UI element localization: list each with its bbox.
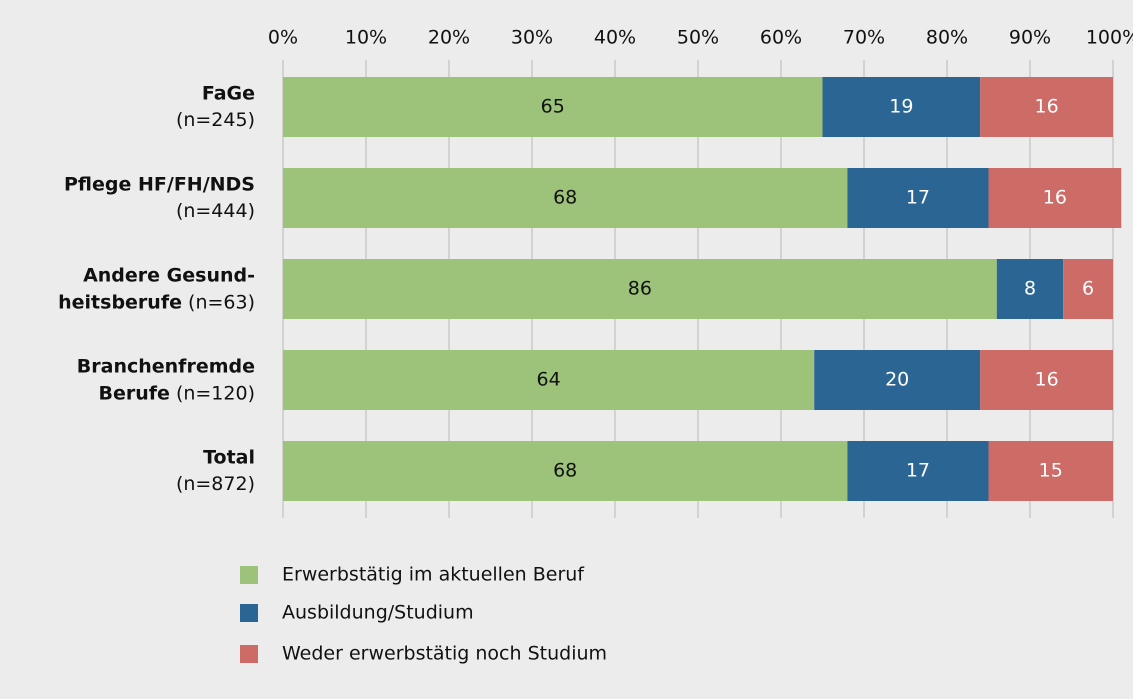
x-tick-label: 90% [1009, 27, 1051, 49]
category-n: (n=245) [176, 109, 255, 131]
data-label: 19 [889, 96, 913, 118]
legend-swatch [240, 645, 258, 663]
bar-segment [988, 441, 1113, 501]
x-tick-label: 0% [268, 27, 298, 49]
category-name: Berufe [98, 382, 169, 404]
bar-segment [283, 168, 848, 228]
category-label: Berufe (n=120) [98, 382, 255, 404]
category-label: Branchenfremde [77, 355, 255, 377]
data-label: 8 [1024, 278, 1036, 300]
data-label: 6 [1082, 278, 1094, 300]
bar-segment [283, 350, 815, 410]
category-n: (n=63) [188, 291, 255, 313]
bar-segment [847, 168, 989, 228]
legend-swatch [240, 604, 258, 622]
data-label: 68 [553, 187, 577, 209]
data-label: 86 [628, 278, 652, 300]
category-name: FaGe [202, 82, 255, 104]
x-tick-label: 10% [345, 27, 387, 49]
x-tick-label: 80% [926, 27, 968, 49]
bar-segment [283, 259, 997, 319]
data-label: 17 [906, 460, 930, 482]
x-tick-label: 50% [677, 27, 719, 49]
x-tick-label: 70% [843, 27, 885, 49]
category-label: FaGe [202, 82, 255, 104]
bar-segment [822, 77, 981, 137]
category-n: (n=444) [176, 200, 255, 222]
data-label: 16 [1043, 187, 1067, 209]
data-label: 65 [541, 96, 565, 118]
category-label: Pflege HF/FH/NDS [64, 173, 255, 195]
x-tick-label: 20% [428, 27, 470, 49]
data-label: 16 [1035, 96, 1059, 118]
category-n: (n=120) [176, 382, 255, 404]
legend-label: Erwerbstätig im aktuellen Beruf [282, 564, 585, 586]
legend-label: Ausbildung/Studium [282, 602, 474, 624]
x-tick-label: 60% [760, 27, 802, 49]
bar-segment [283, 441, 848, 501]
bar-segment [980, 350, 1113, 410]
category-label: heitsberufe (n=63) [58, 291, 255, 313]
x-tick-label: 100% [1086, 27, 1133, 49]
category-label: Total [203, 446, 255, 468]
category-name: Pflege HF/FH/NDS [64, 173, 255, 195]
bar-segment [814, 350, 981, 410]
category-label: Andere Gesund- [83, 264, 255, 286]
category-name: Total [203, 446, 255, 468]
data-label: 17 [906, 187, 930, 209]
data-label: 15 [1039, 460, 1063, 482]
category-n: (n=872) [176, 473, 255, 495]
x-tick-label: 30% [511, 27, 553, 49]
bar-segment [847, 441, 989, 501]
bar-segment [1063, 259, 1113, 319]
category-name: Andere Gesund- [83, 264, 255, 286]
bar-segment [980, 77, 1113, 137]
legend-swatch [240, 566, 258, 584]
data-label: 20 [885, 369, 909, 391]
data-label: 68 [553, 460, 577, 482]
category-name: Branchenfremde [77, 355, 255, 377]
legend-label: Weder erwerbstätig noch Studium [282, 643, 607, 665]
bar-segment [283, 77, 823, 137]
bar-segment [988, 168, 1122, 228]
category-name: heitsberufe [58, 291, 182, 313]
data-label: 16 [1035, 369, 1059, 391]
x-tick-label: 40% [594, 27, 636, 49]
bar-segment [996, 259, 1064, 319]
data-label: 64 [537, 369, 561, 391]
